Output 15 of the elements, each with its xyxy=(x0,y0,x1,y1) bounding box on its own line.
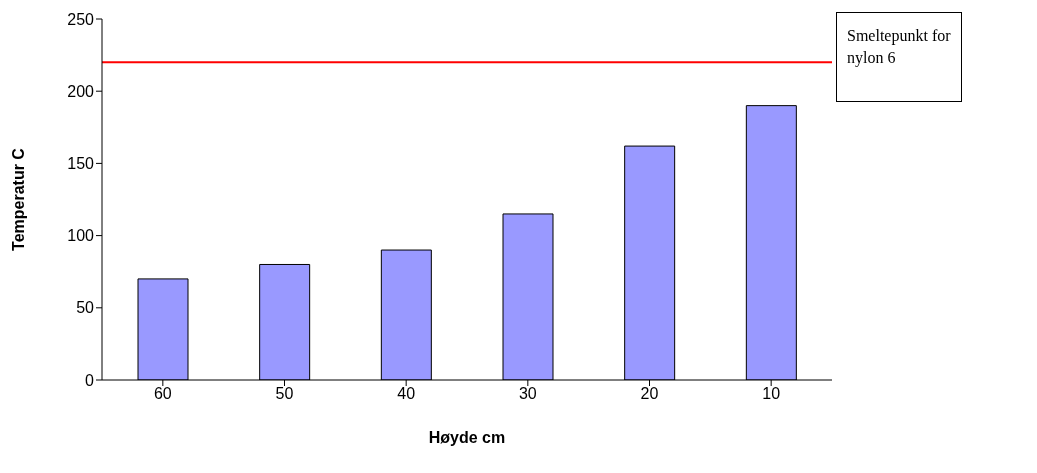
x-tick-label: 30 xyxy=(518,385,537,403)
y-tick-label: 50 xyxy=(76,299,95,317)
y-tick-label: 150 xyxy=(67,155,95,173)
y-tick-label: 250 xyxy=(67,10,95,28)
y-tick-label: 100 xyxy=(67,227,95,245)
x-tick-label: 20 xyxy=(640,385,659,403)
x-tick-label: 60 xyxy=(153,385,172,403)
x-axis-title: Høyde cm xyxy=(428,429,506,446)
ref-line-label: Smeltepunkt for nylon 6 xyxy=(836,12,962,102)
x-tick-label: 50 xyxy=(275,385,294,403)
y-tick-label: 200 xyxy=(67,82,95,100)
y-tick-label: 0 xyxy=(85,371,95,389)
y-axis-title: Temperatur C xyxy=(9,147,27,251)
x-tick-label: 10 xyxy=(762,385,781,403)
x-tick-label: 40 xyxy=(397,385,416,403)
